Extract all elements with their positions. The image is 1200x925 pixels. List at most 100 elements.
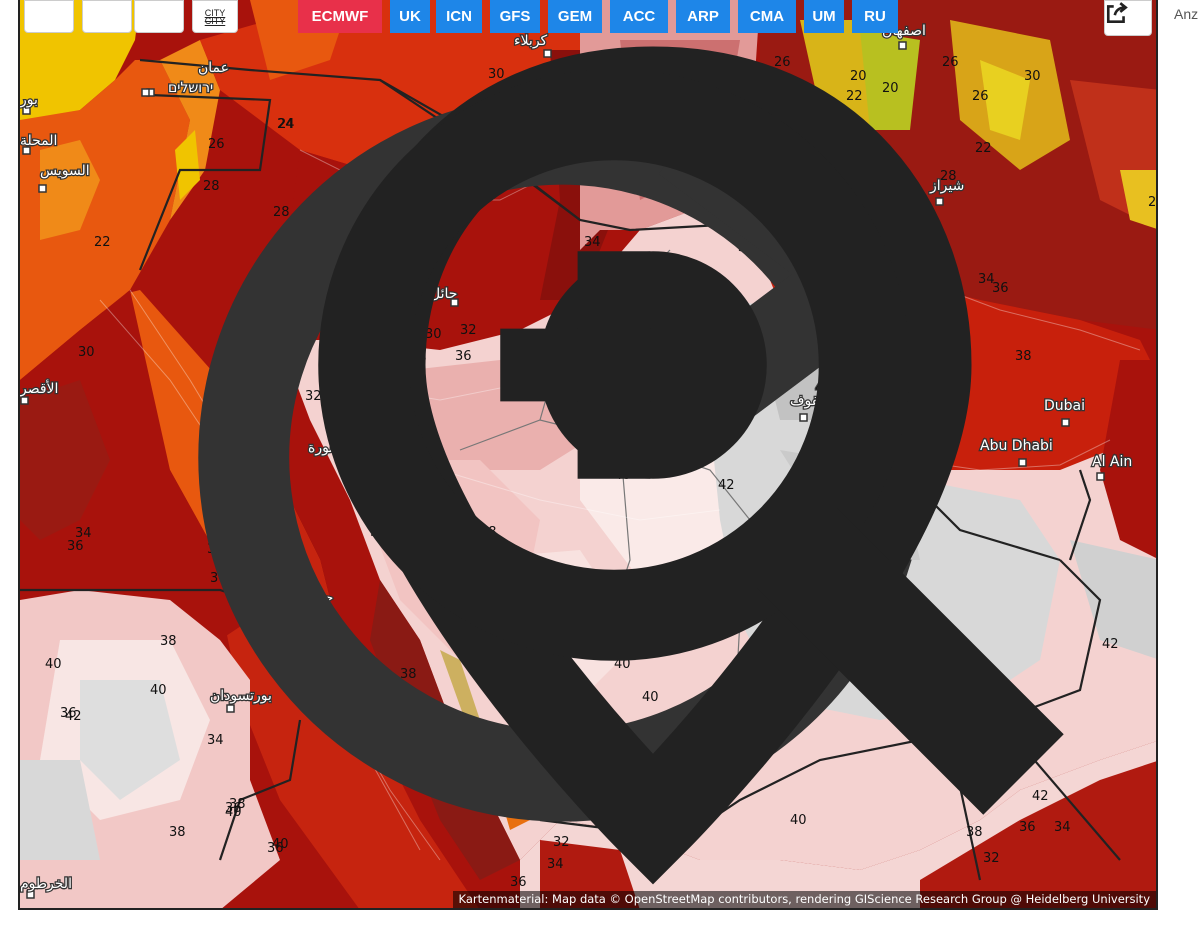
city-label[interactable]: شيراز xyxy=(928,177,966,196)
isotherm-label: 28 xyxy=(940,169,957,184)
city-marker[interactable] xyxy=(1018,458,1027,467)
model-button-um[interactable]: UM xyxy=(804,0,844,33)
city-marker[interactable] xyxy=(543,49,552,58)
isotherm-label: 24 xyxy=(278,117,295,132)
isotherm-label: 30 xyxy=(78,345,95,360)
isotherm-label: 40 xyxy=(790,813,807,828)
city-label[interactable]: عمان xyxy=(197,59,231,78)
locate-button[interactable] xyxy=(82,0,972,885)
city-marker[interactable] xyxy=(20,396,29,405)
isotherm-label: 22 xyxy=(94,235,111,250)
zoom-in-icon xyxy=(318,69,1064,815)
city-toggle-label-strike: CITY xyxy=(204,15,226,26)
city-marker[interactable] xyxy=(226,704,235,713)
isotherm-label: 36 xyxy=(510,875,527,890)
city-label[interactable]: السويس xyxy=(39,162,91,181)
isotherm-label: 40 xyxy=(272,837,289,852)
city-toggle-label: CITY xyxy=(204,7,226,18)
city-label[interactable]: Dubai xyxy=(1043,397,1087,416)
isotherm-label: 42 xyxy=(1102,637,1119,652)
model-button-arp[interactable]: ARP xyxy=(676,0,730,33)
city-label[interactable]: ירושלים xyxy=(167,79,215,98)
isotherm-label: 38 xyxy=(169,825,186,840)
isotherm-label: 36 xyxy=(455,349,472,364)
isotherm-label: 38 xyxy=(966,825,983,840)
isotherm-label: 30 xyxy=(1024,69,1041,84)
city-label[interactable]: الأقصر xyxy=(20,378,60,399)
isotherm-label: 32 xyxy=(553,835,570,850)
city-label[interactable]: المحلة xyxy=(20,132,59,151)
isotherm-label: 24 xyxy=(277,117,294,132)
isotherm-label: 20 xyxy=(850,69,867,84)
isotherm-label: 36 xyxy=(225,801,242,816)
city-label[interactable]: Abu Dhabi xyxy=(979,437,1054,456)
isotherm-label: 40 xyxy=(614,657,631,672)
isotherm-label: 32 xyxy=(983,851,1000,866)
model-button-gfs[interactable]: GFS xyxy=(490,0,540,33)
isotherm-label: 22 xyxy=(846,89,863,104)
sinai-region xyxy=(20,60,190,380)
isotherm-label: 36 xyxy=(60,706,77,721)
isotherm-label: 40 xyxy=(45,657,62,672)
isotherm-label: 42 xyxy=(1032,789,1049,804)
isotherm-label: 22 xyxy=(975,141,992,156)
city-label[interactable]: بورتسودان xyxy=(209,687,273,706)
city-labels: عمانירושליםالسويسكربلاءالناصريةاهوازاصفه… xyxy=(20,22,1134,899)
map-attribution: Kartenmaterial: Map data © OpenStreetMap… xyxy=(452,891,1156,908)
share-icon xyxy=(1106,2,1128,24)
isotherm-label: 38 xyxy=(160,634,177,649)
city-marker[interactable] xyxy=(26,890,35,899)
city-marker[interactable] xyxy=(898,41,907,50)
city-toggle-button[interactable]: CITY CITY xyxy=(192,0,238,33)
city-marker[interactable] xyxy=(1061,418,1070,427)
city-marker[interactable] xyxy=(935,197,944,206)
isotherm-label: 20 xyxy=(882,81,899,96)
isotherm-label: 32 xyxy=(460,323,477,338)
model-button-ru[interactable]: RU xyxy=(852,0,898,33)
model-button-uk[interactable]: UK xyxy=(390,0,430,33)
city-marker[interactable] xyxy=(22,146,31,155)
isotherm-label: 36 xyxy=(267,841,284,856)
city-marker[interactable] xyxy=(141,88,150,97)
model-button-acc[interactable]: ACC xyxy=(610,0,668,33)
city-marker[interactable] xyxy=(799,413,808,422)
city-label[interactable]: كربلاء xyxy=(513,32,549,51)
share-button[interactable] xyxy=(1104,0,1152,36)
city-marker[interactable] xyxy=(450,298,459,307)
city-marker[interactable] xyxy=(22,106,31,115)
isotherm-label: 34 xyxy=(547,857,564,872)
city-label[interactable]: بور xyxy=(20,91,39,110)
isotherm-label: 38 xyxy=(229,797,246,812)
model-button-icn[interactable]: ICN xyxy=(436,0,482,33)
isotherm-label: 30 xyxy=(488,67,505,82)
isotherm-label: 36 xyxy=(1019,820,1036,835)
isotherm-label: 36 xyxy=(67,539,84,554)
isotherm-label: 38 xyxy=(400,667,417,682)
zoom-button[interactable] xyxy=(134,0,1064,815)
isotherm-label: 36 xyxy=(992,281,1009,296)
city-label[interactable]: Al Ain xyxy=(1091,453,1134,472)
isotherm-label: 38 xyxy=(1015,349,1032,364)
isotherm-label: 40 xyxy=(150,683,167,698)
model-button-cma[interactable]: CMA xyxy=(738,0,796,33)
isotherm-label: 30 xyxy=(425,327,442,342)
isotherm-label: 32 xyxy=(305,389,322,404)
reload-button[interactable] xyxy=(24,0,944,822)
isotherm-label: 34 xyxy=(1054,820,1071,835)
isotherm-label: 40 xyxy=(225,805,242,820)
city-label[interactable]: الخرطوم xyxy=(20,875,73,894)
isotherm-label: 42 xyxy=(65,709,82,724)
isotherm-label: 28 xyxy=(273,205,290,220)
model-button-gem[interactable]: GEM xyxy=(548,0,602,33)
isotherm-label: 34 xyxy=(584,235,601,250)
model-button-ecmwf[interactable]: ECMWF xyxy=(298,0,382,33)
city-marker[interactable] xyxy=(1096,472,1105,481)
isotherm-label: 40 xyxy=(642,690,659,705)
isotherm-label: 28 xyxy=(203,179,220,194)
isotherm-label: 26 xyxy=(208,137,225,152)
isotherm-label: 26 xyxy=(942,55,959,70)
isotherm-label: 26 xyxy=(774,55,791,70)
city-marker[interactable] xyxy=(38,184,47,193)
weather-map[interactable]: 3032202220262630242624242228242226282834… xyxy=(18,0,1158,910)
isotherm-label: 26 xyxy=(972,89,989,104)
